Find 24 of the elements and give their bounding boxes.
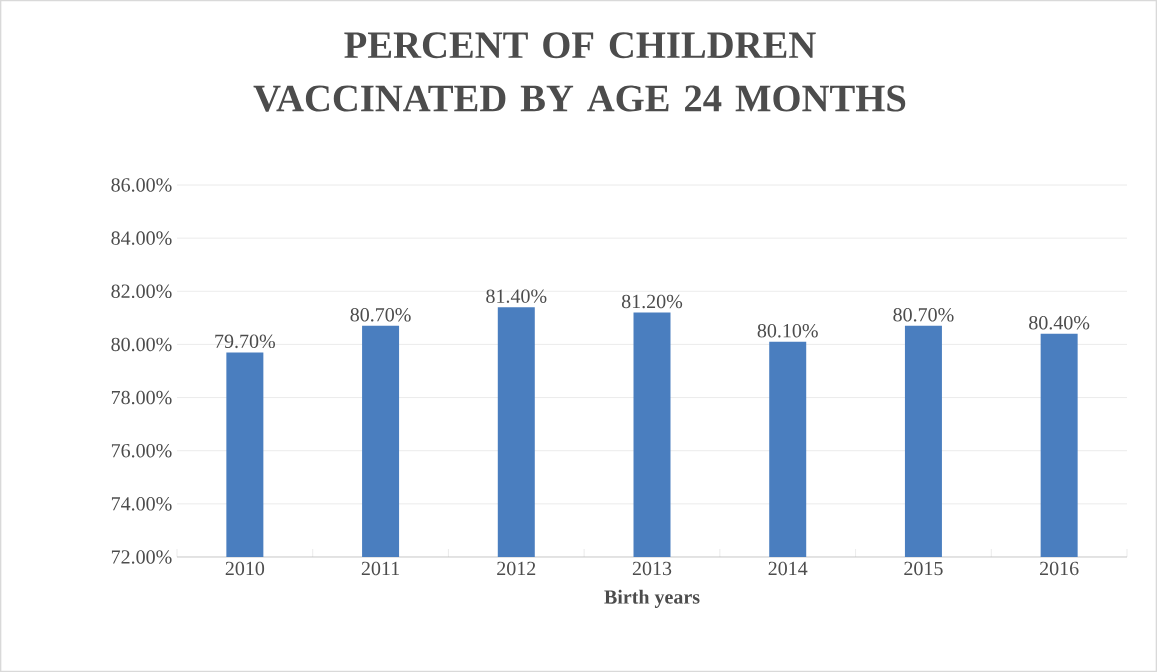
x-tick-label: 2012 <box>497 561 536 576</box>
y-tick-label: 76.00% <box>111 443 172 458</box>
data-label: 80.70% <box>350 307 411 322</box>
x-tick-label: 2011 <box>361 561 400 576</box>
x-tick-label: 2010 <box>225 561 265 576</box>
x-tick-label: 2014 <box>768 561 808 576</box>
data-label: 79.70% <box>215 334 276 349</box>
data-label: 80.10% <box>757 323 818 338</box>
data-label: 81.40% <box>486 289 547 303</box>
y-tick-label: 72.00% <box>111 550 172 564</box>
data-label: 81.20% <box>621 294 683 309</box>
chart-title: PERCENT OF CHILDREN VACCINATED BY AGE 24 MONTHS <box>253 32 906 112</box>
x-tick-label: 2015 <box>904 561 943 576</box>
data-label: 80.70% <box>893 307 954 322</box>
x-tick-label: 2016 <box>1040 561 1079 576</box>
y-tick-label: 86.00% <box>111 178 172 192</box>
y-tick-label: 74.00% <box>111 497 172 511</box>
y-tick-label: 82.00% <box>111 284 172 299</box>
x-tick-label: 2013 <box>632 561 672 576</box>
x-axis-title: Birth years <box>604 589 700 608</box>
y-tick-label: 78.00% <box>111 390 172 405</box>
data-label: 80.40% <box>1029 315 1090 330</box>
y-tick-label: 80.00% <box>111 337 172 352</box>
y-tick-label: 84.00% <box>111 231 172 245</box>
